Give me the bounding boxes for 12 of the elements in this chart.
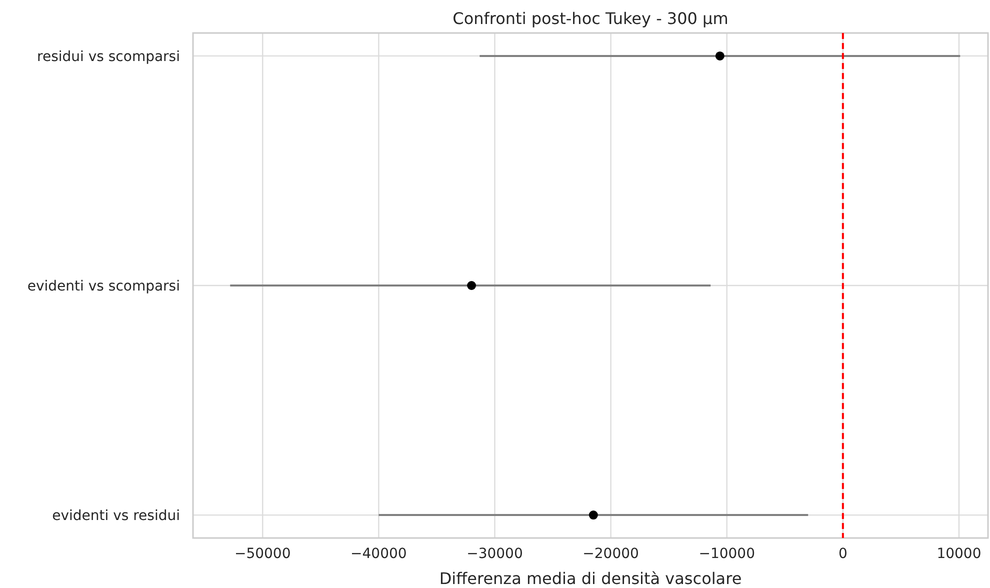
x-tick-label: −20000 [582,546,639,562]
y-tick-label: evidenti vs scomparsi [27,278,180,294]
chart-title: Confronti post-hoc Tukey - 300 µm [452,9,728,28]
x-tick-label: −30000 [466,546,523,562]
x-tick-label: 0 [838,546,848,562]
x-axis-title: Differenza media di densità vascolare [439,569,742,588]
y-tick-label: residui vs scomparsi [37,48,180,65]
x-tick-label: 10000 [936,546,982,562]
y-tick-label: evidenti vs residui [52,508,180,524]
x-tick-label: −10000 [698,546,756,562]
x-tick-label: −50000 [234,546,291,562]
x-tick-label: −40000 [350,546,407,562]
